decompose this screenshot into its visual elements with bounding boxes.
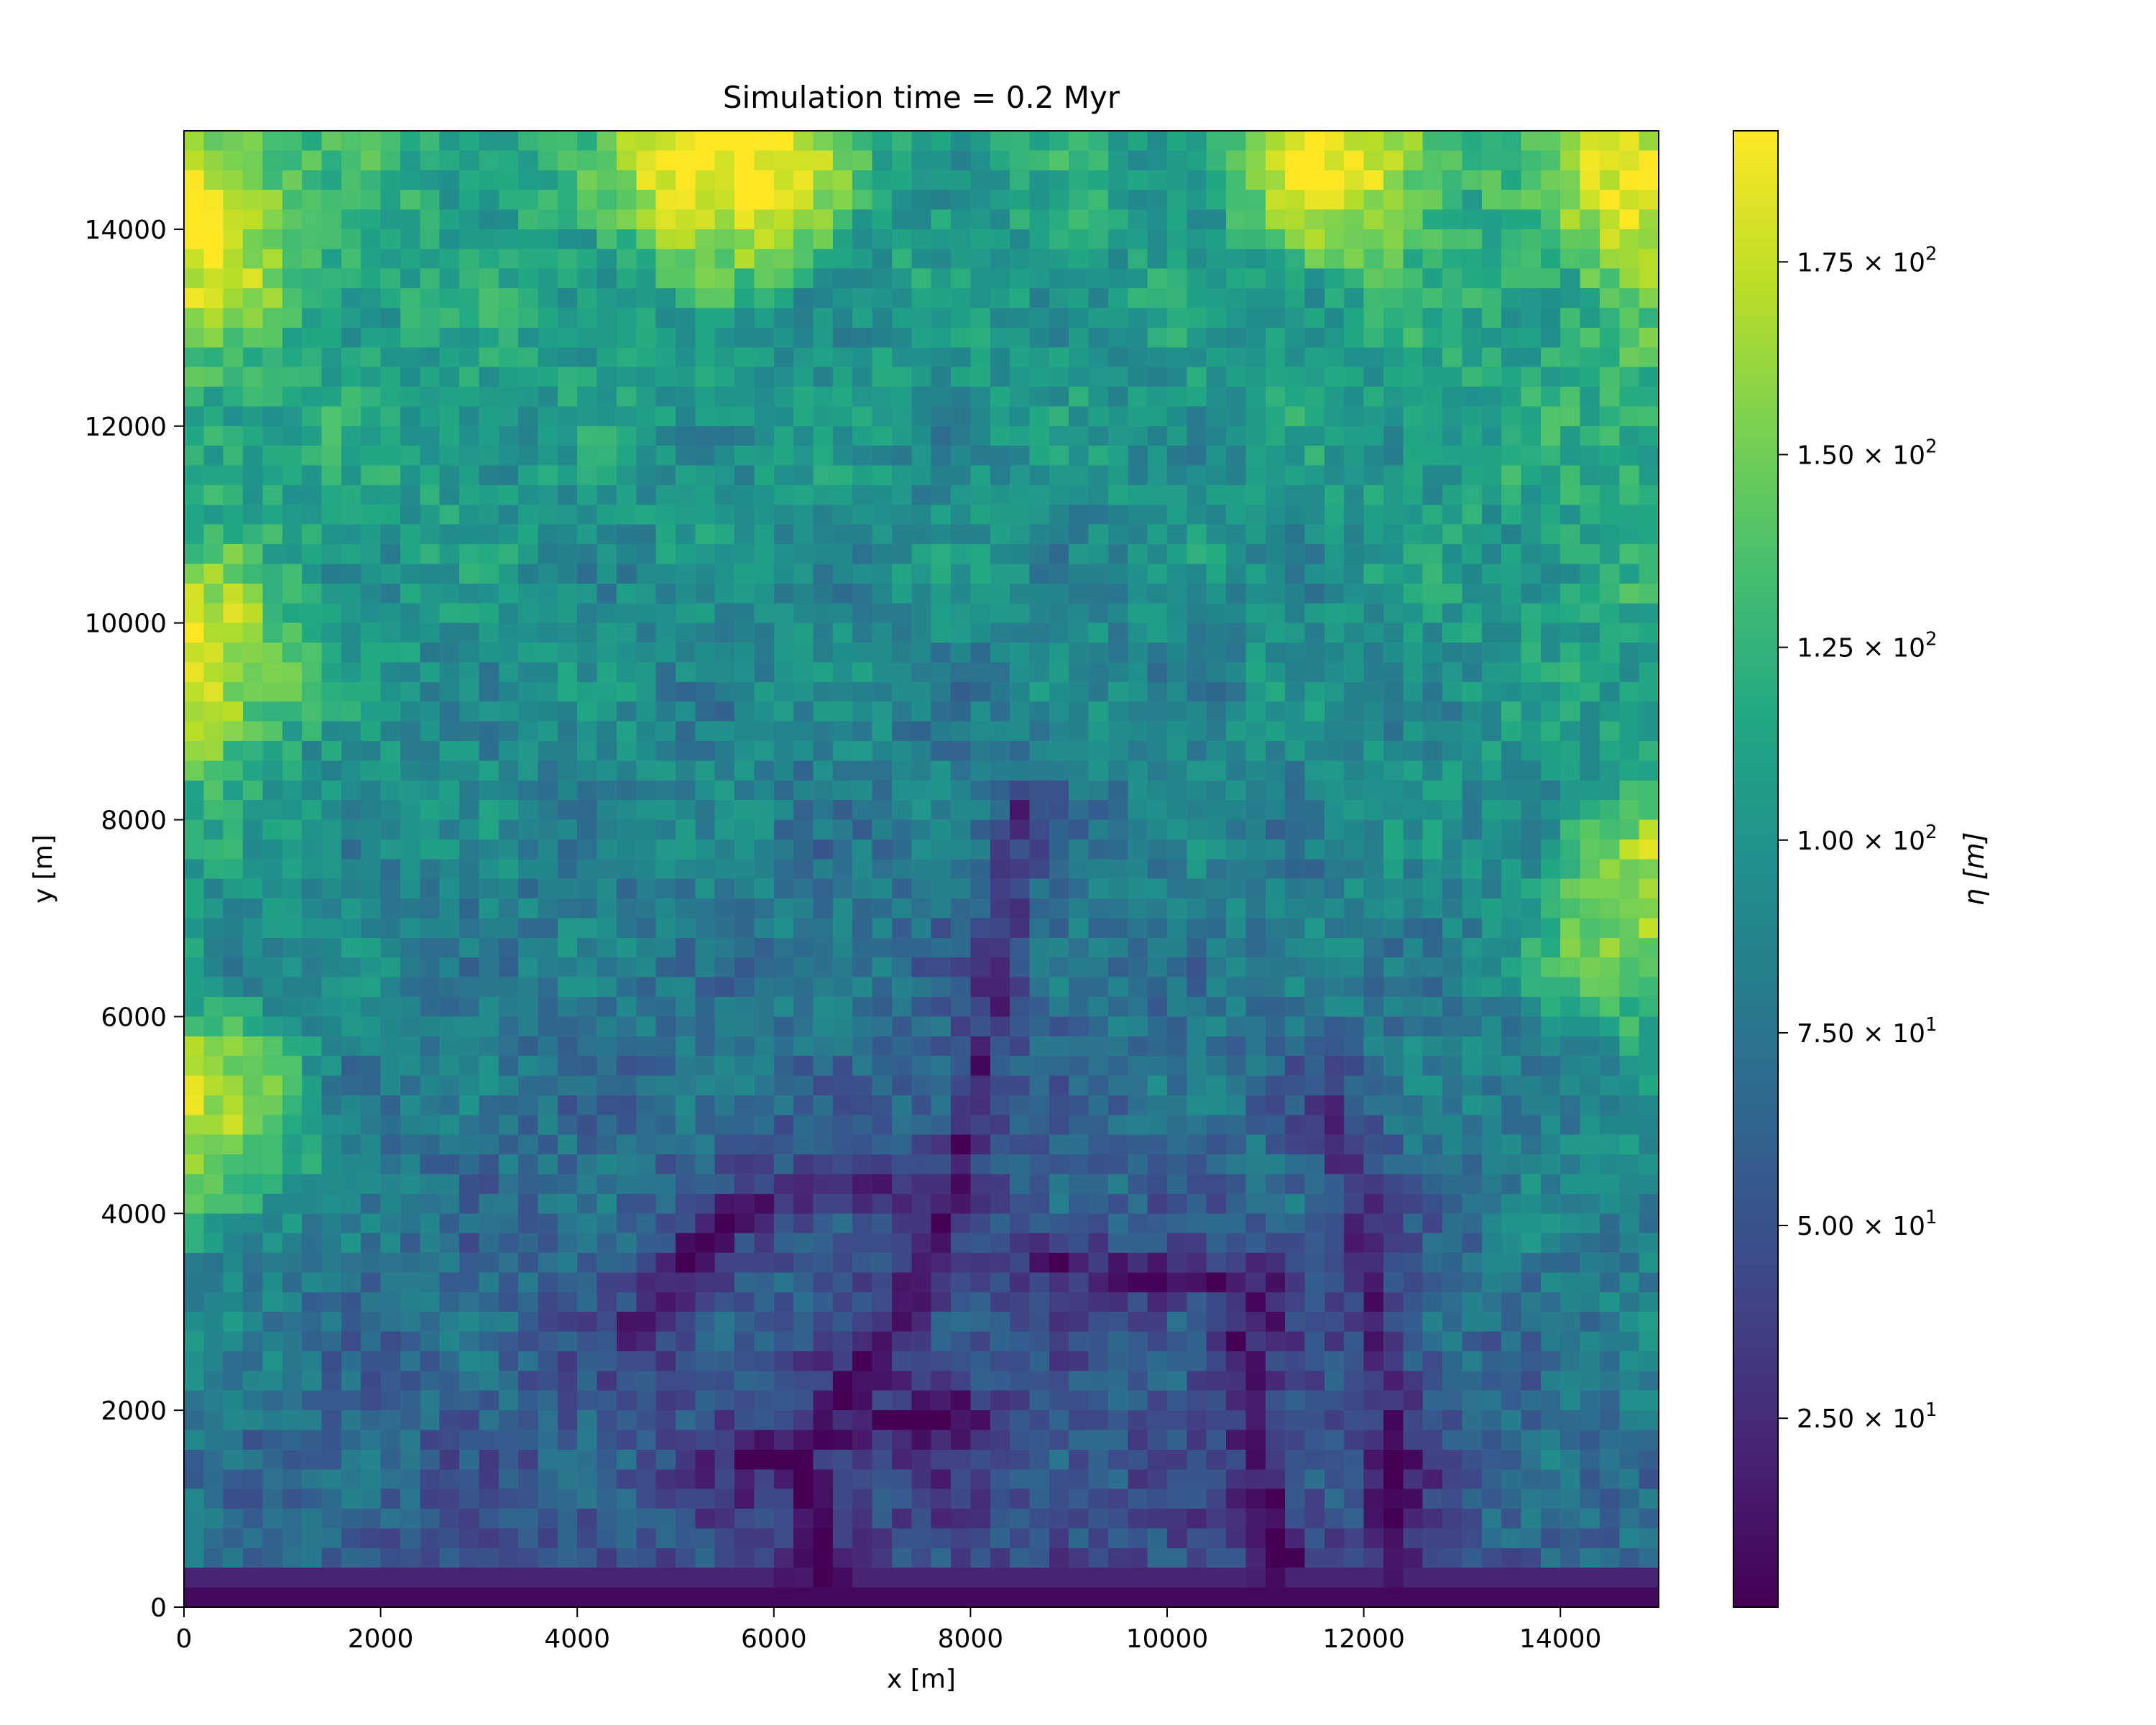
colorbar-tick-label: 1.50 × 102	[1797, 436, 1938, 470]
colorbar-canvas	[1733, 131, 1778, 1607]
colorbar-frame	[1733, 130, 1779, 1608]
colorbar-tick-label: 5.00 × 101	[1797, 1207, 1938, 1241]
heatmap	[184, 131, 1659, 1607]
plot-frame	[183, 130, 1659, 1608]
y-tick-label: 12000	[84, 413, 167, 442]
y-axis: 0 2000 4000 6000 8000 10000 12000 14000	[84, 216, 184, 1623]
y-tick-label: 6000	[101, 1003, 167, 1032]
colorbar-label: η [m]	[1958, 832, 1990, 906]
heatmap-canvas	[184, 131, 1659, 1607]
colorbar-ticks: 2.50 × 101 5.00 × 101 7.50 × 101 1.00 × 102…	[1778, 243, 1938, 1434]
x-tick-label: 14000	[1519, 1624, 1602, 1654]
y-tick-label: 14000	[84, 216, 167, 245]
x-tick-label: 2000	[348, 1624, 414, 1654]
colorbar-tick-label: 1.00 × 102	[1797, 822, 1938, 856]
x-tick-label: 6000	[741, 1624, 807, 1654]
y-axis-label: y [m]	[29, 834, 58, 903]
x-tick-label: 0	[176, 1624, 193, 1654]
colorbar-tick-label: 1.75 × 102	[1797, 243, 1938, 277]
chart-title: Simulation time = 0.2 Myr	[723, 80, 1120, 115]
x-axis: 0 2000 4000 6000 8000 10000 12000 14000	[176, 1607, 1602, 1654]
colorbar-tick-label: 7.50 × 101	[1797, 1014, 1938, 1049]
y-tick-label: 0	[150, 1593, 167, 1623]
colorbar-tick-label: 1.25 × 102	[1797, 629, 1938, 663]
y-tick-label: 2000	[101, 1397, 167, 1426]
y-tick-label: 8000	[101, 806, 167, 836]
x-tick-label: 8000	[938, 1624, 1004, 1654]
colorbar: 2.50 × 101 5.00 × 101 7.50 × 101 1.00 × 102…	[1733, 130, 1990, 1608]
y-tick-label: 4000	[101, 1200, 167, 1229]
colorbar-tick-label: 2.50 × 101	[1797, 1399, 1938, 1434]
x-tick-label: 10000	[1126, 1624, 1209, 1654]
x-tick-label: 4000	[544, 1624, 610, 1654]
y-tick-label: 10000	[84, 610, 167, 639]
x-tick-label: 12000	[1322, 1624, 1405, 1654]
x-axis-label: x [m]	[887, 1665, 956, 1694]
